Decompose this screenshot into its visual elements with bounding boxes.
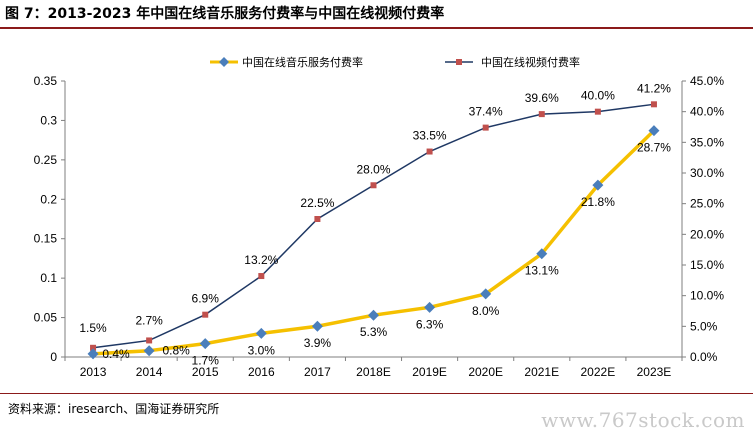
music-point: [199, 338, 211, 350]
music-point: [536, 248, 548, 260]
y-left-tick-label: 0.05: [34, 311, 58, 325]
x-tick-label: 2023E: [637, 365, 672, 379]
music-point: [648, 125, 660, 137]
x-tick-label: 2017: [304, 365, 331, 379]
video-data-label: 6.9%: [192, 292, 220, 306]
music-point: [424, 301, 436, 313]
y-left-tick-label: 0.15: [34, 232, 58, 246]
video-data-label: 41.2%: [637, 81, 671, 95]
x-tick-label: 2016: [248, 365, 275, 379]
video-data-label: 22.5%: [300, 196, 334, 210]
legend-music-label: 中国在线音乐服务付费率: [242, 55, 363, 69]
video-point: [370, 182, 377, 189]
source-rule: [0, 393, 753, 394]
video-point: [538, 111, 545, 118]
y-right-tick-label: 0.0%: [690, 350, 718, 364]
y-right-tick-label: 15.0%: [690, 258, 724, 272]
x-tick-label: 2021E: [524, 365, 559, 379]
video-point: [258, 273, 265, 280]
legend-music-marker: [219, 57, 229, 67]
y-left-tick-label: 0.1: [40, 271, 57, 285]
y-right-tick-label: 10.0%: [690, 289, 724, 303]
y-right-tick-label: 45.0%: [690, 74, 724, 88]
music-point: [87, 348, 99, 360]
legend-video-marker: [456, 59, 462, 65]
music-point: [143, 345, 155, 357]
music-point: [311, 320, 323, 332]
title-rule: [0, 27, 753, 29]
video-point: [314, 216, 321, 222]
figure-title: 图 7：2013-2023 年中国在线音乐服务付费率与中国在线视频付费率: [5, 6, 445, 22]
chart-legend: 中国在线音乐服务付费率 中国在线视频付费率: [210, 55, 580, 69]
x-tick-label: 2018E: [356, 365, 391, 379]
music-data-label: 21.8%: [581, 195, 615, 209]
music-data-label: 0.4%: [102, 347, 130, 361]
y-left-tick-label: 0.3: [40, 113, 57, 127]
y-right-tick-label: 30.0%: [690, 166, 724, 180]
video-point: [426, 148, 433, 155]
video-data-label: 39.6%: [525, 91, 559, 105]
line-chart: 中国在线音乐服务付费率 中国在线视频付费率 0 0.05 0.1 0.15 0.2 0.2…: [34, 55, 725, 379]
music-data-label: 5.3%: [360, 325, 388, 339]
music-point: [592, 179, 604, 191]
video-point: [482, 124, 489, 131]
x-tick-label: 2013: [80, 365, 107, 379]
music-point: [480, 288, 492, 300]
video-point: [650, 101, 657, 108]
music-data-label: 0.8%: [162, 344, 190, 358]
x-tick-label: 2019E: [412, 365, 447, 379]
watermark: www.767stock.com: [541, 408, 745, 432]
y-left-tick-label: 0.2: [40, 192, 57, 206]
x-tick-label: 2020E: [468, 365, 503, 379]
video-data-label: 40.0%: [581, 89, 615, 103]
video-data-label: 1.5%: [79, 321, 107, 335]
y-right-tick-label: 20.0%: [690, 227, 724, 241]
legend-video-label: 中国在线视频付费率: [481, 55, 580, 69]
x-tick-label: 2022E: [581, 365, 616, 379]
y-right-tick-label: 40.0%: [690, 105, 724, 119]
music-data-label: 1.7%: [192, 354, 220, 368]
music-point: [255, 327, 267, 339]
music-data-label: 13.1%: [525, 264, 559, 278]
y-right-tick-label: 5.0%: [690, 319, 718, 333]
y-right-tick-label: 25.0%: [690, 197, 724, 211]
video-data-label: 28.0%: [356, 162, 390, 176]
video-point: [594, 108, 601, 115]
video-data-label: 13.2%: [244, 253, 278, 267]
music-data-label: 28.7%: [637, 141, 671, 155]
music-data-label: 3.9%: [304, 336, 332, 350]
x-tick-label: 2015: [192, 365, 219, 379]
video-data-label: 37.4%: [469, 105, 503, 119]
x-tick-label: 2014: [136, 365, 163, 379]
video-data-label: 33.5%: [413, 129, 447, 143]
y-left-tick-label: 0.35: [34, 74, 58, 88]
y-right-tick-label: 35.0%: [690, 135, 724, 149]
y-left-tick-label: 0.25: [34, 153, 58, 167]
video-data-label: 2.7%: [135, 313, 163, 327]
video-point: [146, 337, 153, 344]
video-point: [202, 311, 209, 318]
source-note: 资料来源：iresearch、国海证券研究所: [8, 402, 220, 416]
music-data-label: 6.3%: [416, 317, 444, 331]
music-data-label: 3.0%: [248, 343, 276, 357]
video-point: [90, 344, 97, 351]
y-left-tick-label: 0: [50, 350, 57, 364]
music-point: [368, 309, 379, 321]
music-data-label: 8.0%: [472, 304, 500, 318]
